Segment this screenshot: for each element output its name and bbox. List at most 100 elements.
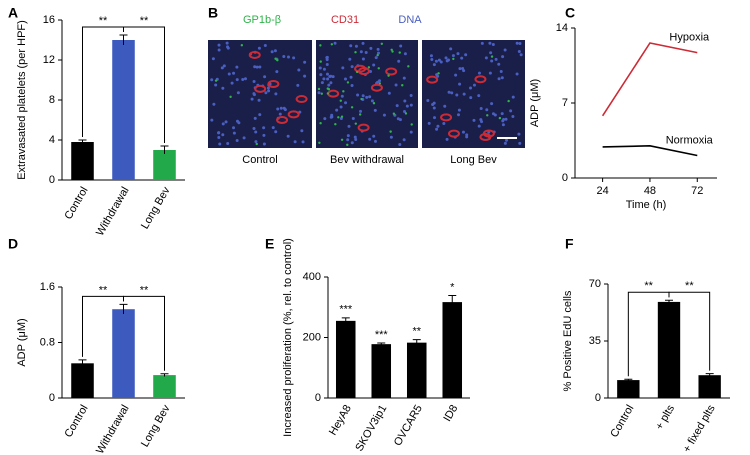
platelet <box>360 97 363 101</box>
platelet <box>229 95 232 99</box>
nucleus <box>241 77 245 81</box>
platelet <box>404 112 408 115</box>
nucleus <box>333 41 337 45</box>
nucleus <box>518 141 522 145</box>
platelet <box>318 141 321 145</box>
y-axis-label: ADP (μM) <box>529 79 541 127</box>
significance: *** <box>375 329 389 341</box>
significance: ** <box>412 326 421 338</box>
nucleus <box>224 120 228 124</box>
vessel <box>357 123 370 132</box>
nucleus <box>493 113 497 117</box>
nucleus <box>322 77 326 81</box>
nucleus <box>349 44 353 48</box>
nucleus <box>378 79 382 83</box>
nucleus <box>458 67 462 71</box>
nucleus <box>235 139 239 143</box>
nucleus <box>278 112 282 116</box>
nucleus <box>301 140 305 144</box>
nucleus <box>263 75 267 79</box>
nucleus <box>429 54 433 58</box>
nucleus <box>376 51 380 55</box>
significance-bracket <box>123 26 165 143</box>
x-tick-label: HeyA8 <box>327 403 354 438</box>
nucleus <box>262 126 266 130</box>
x-tick-label: OVCAR5 <box>392 403 425 448</box>
vessel <box>276 115 289 124</box>
significance: *** <box>339 304 353 316</box>
nucleus <box>350 65 354 69</box>
nucleus <box>325 56 329 60</box>
nucleus <box>320 81 324 85</box>
nucleus <box>346 138 350 142</box>
nucleus <box>217 43 221 47</box>
platelet <box>339 99 342 102</box>
x-tick-label: ID8 <box>441 403 460 424</box>
error-bar <box>119 34 128 45</box>
nucleus <box>501 55 505 59</box>
y-tick-label: 4 <box>49 134 55 146</box>
platelet <box>326 87 329 90</box>
significance: ** <box>685 280 694 292</box>
vessel <box>385 67 398 76</box>
platelet <box>340 138 344 141</box>
stain-label: GP1b-β <box>243 14 281 26</box>
nucleus <box>303 74 307 78</box>
nucleus <box>220 66 224 70</box>
platelet <box>319 121 322 125</box>
nucleus <box>221 122 225 126</box>
nucleus <box>226 45 230 49</box>
nucleus <box>253 116 257 120</box>
x-tick-label: 24 <box>596 185 608 197</box>
x-tick-label: SKOV3ip1 <box>353 403 389 453</box>
platelet <box>387 74 390 77</box>
nucleus <box>235 65 239 69</box>
platelet <box>490 55 494 58</box>
nucleus <box>254 140 258 144</box>
nucleus <box>348 57 352 61</box>
nucleus <box>427 121 431 125</box>
nucleus <box>235 119 239 123</box>
vessel <box>426 75 439 84</box>
nucleus <box>275 70 279 74</box>
nucleus <box>341 66 345 70</box>
nucleus <box>328 74 332 78</box>
bar <box>406 342 427 398</box>
nucleus <box>368 95 372 99</box>
significance: ** <box>99 15 108 27</box>
nucleus <box>274 130 278 134</box>
y-axis-label: Extravasated platelets (per HPF) <box>16 20 28 180</box>
stain-label: DNA <box>398 14 422 26</box>
nucleus <box>319 73 323 77</box>
nucleus <box>497 62 501 66</box>
vessel <box>440 113 453 122</box>
nucleus <box>464 53 468 57</box>
error-bar <box>665 299 673 304</box>
platelet <box>330 43 334 46</box>
platelet <box>342 90 345 93</box>
nucleus <box>472 118 476 122</box>
nucleus <box>236 91 240 95</box>
nucleus <box>519 53 523 57</box>
nucleus <box>225 41 229 45</box>
platelet <box>255 142 258 146</box>
bar <box>153 375 176 398</box>
nucleus <box>232 126 236 130</box>
nucleus <box>318 66 322 70</box>
error-bar <box>119 303 128 315</box>
nucleus <box>479 118 483 122</box>
platelet <box>358 113 362 116</box>
y-axis-label: ADP (μM) <box>16 318 28 366</box>
x-tick-label: 72 <box>691 185 703 197</box>
nucleus <box>403 110 407 114</box>
nucleus <box>258 65 262 69</box>
nucleus <box>354 137 358 141</box>
y-tick-label: 12 <box>43 54 55 66</box>
nucleus <box>462 92 466 96</box>
nucleus <box>436 124 440 128</box>
nucleus <box>257 98 261 102</box>
image-label: Control <box>242 154 277 166</box>
nucleus <box>214 83 218 87</box>
error-bar <box>705 373 714 377</box>
x-tick-label: Long Bev <box>139 403 173 450</box>
